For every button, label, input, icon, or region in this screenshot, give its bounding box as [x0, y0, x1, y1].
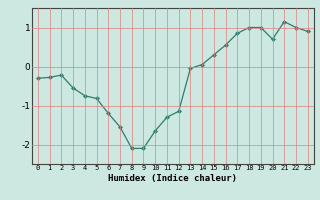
- X-axis label: Humidex (Indice chaleur): Humidex (Indice chaleur): [108, 174, 237, 183]
